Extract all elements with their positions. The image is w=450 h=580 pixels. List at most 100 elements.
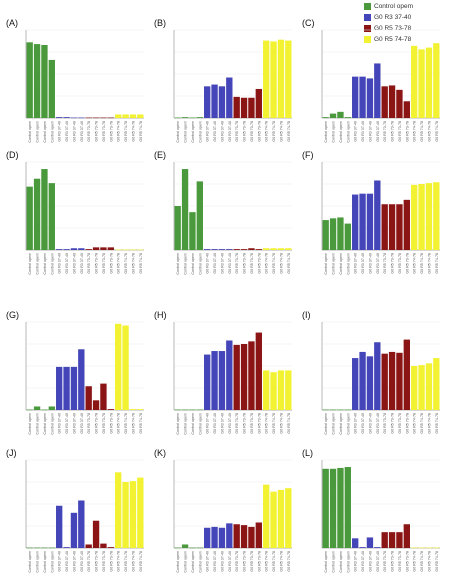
panel-letter: (G) <box>6 310 19 320</box>
x-tick-label: G0 R5 73-78 <box>250 253 254 274</box>
x-tick-label: G0 R5 74-78 <box>427 413 431 434</box>
bar <box>285 488 292 548</box>
bar <box>255 522 262 548</box>
bar <box>411 547 418 549</box>
x-tick-label: G0 R5 74-78 <box>131 551 135 572</box>
x-tick-label: G0 R5 73-78 <box>405 413 409 434</box>
x-tick-label: Control opem <box>176 121 180 143</box>
bar <box>181 117 189 118</box>
bar <box>366 537 374 548</box>
x-tick-label: G0 R5 74-78 <box>413 551 417 572</box>
x-tick-label: G0 R3 37-40 <box>361 253 365 274</box>
x-tick-label: G0 R5 73-78 <box>87 253 91 274</box>
chart-panel: (G) Control opem Control opem Control opem C… <box>4 310 150 442</box>
bar <box>56 505 63 548</box>
panel-letter: (F) <box>302 150 314 160</box>
bar <box>85 249 92 250</box>
bar <box>78 500 85 548</box>
panel-letter: (B) <box>154 18 166 28</box>
x-tick-label: G0 R3 37-40 <box>58 121 62 142</box>
legend-swatch <box>364 36 371 43</box>
bar <box>70 512 78 548</box>
bar <box>70 117 78 119</box>
bar <box>211 526 218 548</box>
bar <box>100 543 107 548</box>
legend-item-g0-r3: G0 R3 37-40 <box>364 13 448 23</box>
x-tick-label: G0 R5 74-78 <box>287 121 291 142</box>
x-tick-label: G0 R5 74-78 <box>265 413 269 434</box>
bar <box>233 524 240 548</box>
x-tick-label: Control opem <box>36 551 40 573</box>
x-tick-label: Control opem <box>176 551 180 573</box>
bar-chart: Control opem Control opem Control opem Cont… <box>25 459 144 573</box>
x-tick-label: G0 R5 74-78 <box>420 551 424 572</box>
bar <box>26 409 33 411</box>
x-tick-label: Control opem <box>346 121 350 143</box>
x-tick-label: G0 R3 37-40 <box>65 413 69 434</box>
x-tick-label: G0 R3 37-40 <box>80 121 84 142</box>
bar-chart: Control opem Control opem Control opem Cont… <box>173 321 292 435</box>
x-tick-label: G0 R3 37-40 <box>361 551 365 572</box>
x-tick-label: G0 R3 37-40 <box>72 551 76 572</box>
x-tick-label: G0 R3 37-40 <box>354 121 358 142</box>
x-tick-label: G0 R3 37-40 <box>220 413 224 434</box>
bar <box>388 532 396 548</box>
bar <box>92 520 100 548</box>
legend-swatch <box>364 14 371 21</box>
bar <box>226 77 233 118</box>
bar <box>100 247 107 250</box>
x-tick-label: G0 R5 73-78 <box>383 253 387 274</box>
x-tick-label: G0 R3 37-40 <box>228 413 232 434</box>
legend-swatch <box>364 25 371 32</box>
bar <box>122 482 129 548</box>
bar <box>425 183 433 250</box>
bar <box>41 44 48 118</box>
bar <box>366 78 374 118</box>
x-tick-label: G0 R5 73-78 <box>109 551 113 572</box>
x-tick-label: Control opem <box>176 253 180 275</box>
x-tick-label: G0 R3 37-40 <box>206 253 210 274</box>
bar <box>433 547 440 549</box>
panel-letter: (L) <box>302 448 313 458</box>
x-tick-label: G0 R5 73-78 <box>109 413 113 434</box>
bar <box>277 489 285 548</box>
x-tick-label: Control opem <box>36 121 40 143</box>
x-tick-label: Control opem <box>339 413 343 435</box>
bar <box>56 249 63 250</box>
bar <box>189 409 196 411</box>
bar <box>181 409 189 411</box>
x-tick-label: G0 R5 74-78 <box>435 413 439 434</box>
x-tick-label: G0 R3 37-40 <box>213 121 217 142</box>
bar <box>329 468 337 548</box>
x-tick-label: Control opem <box>198 253 202 275</box>
x-tick-label: G0 R5 73-78 <box>109 253 113 274</box>
x-tick-label: Control opem <box>324 253 328 275</box>
x-tick-label: G0 R3 37-40 <box>354 413 358 434</box>
chart-panel: (K) Control opem Control opem Control opem C… <box>152 448 298 580</box>
x-tick-label: G0 R5 74-78 <box>279 121 283 142</box>
bar <box>129 114 137 118</box>
bar <box>129 481 137 548</box>
x-tick-label: G0 R3 37-40 <box>213 551 217 572</box>
bar <box>374 63 381 118</box>
x-tick-label: G0 R5 73-78 <box>235 551 239 572</box>
x-tick-label: G0 R3 37-40 <box>213 253 217 274</box>
chart-panel: (A) Control opem Control opem Control opem C… <box>4 18 150 150</box>
x-tick-label: G0 R3 37-40 <box>361 413 365 434</box>
x-tick-label: Control opem <box>28 253 32 275</box>
x-tick-label: G0 R3 37-40 <box>368 121 372 142</box>
bar <box>248 526 255 548</box>
x-tick-label: G0 R5 74-78 <box>265 121 269 142</box>
bar <box>63 249 70 250</box>
x-tick-label: Control opem <box>36 253 40 275</box>
bar <box>196 117 203 118</box>
bar <box>344 467 351 548</box>
x-tick-label: Control opem <box>50 413 54 435</box>
chart-panel: (D) Control opem Control opem Control opem C… <box>4 150 150 282</box>
x-tick-label: Control opem <box>184 551 188 573</box>
bar <box>359 193 366 250</box>
x-tick-label: G0 R3 37-40 <box>368 253 372 274</box>
bar <box>396 352 403 410</box>
x-tick-label: G0 R5 74-78 <box>117 413 121 434</box>
x-tick-label: G0 R5 74-78 <box>420 413 424 434</box>
